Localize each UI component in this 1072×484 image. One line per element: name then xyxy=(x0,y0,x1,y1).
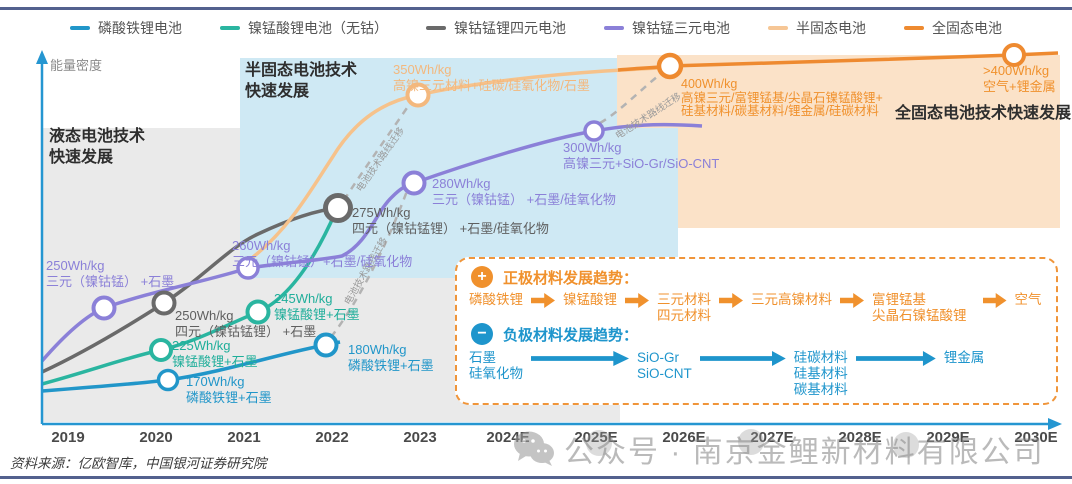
x-tick: 2021 xyxy=(227,429,261,446)
arrow-right-icon xyxy=(531,293,555,308)
annotation-400-solid: 400Wh/kg 高镍三元/富锂锰基/尖晶石镍锰酸锂+ 硅基材料/碳基材料/锂金… xyxy=(681,77,883,118)
annotation-280-ncm: 280Wh/kg 三元（镍钴锰） +石墨/硅氧化物 xyxy=(432,176,616,207)
x-tick: 2029E xyxy=(926,429,970,446)
annotation-400plus-solid: >400Wh/kg 空气+锂金属 xyxy=(983,63,1056,94)
phase-label-all-solid: 全固态电池技术快速发展 xyxy=(895,105,1072,122)
x-axis-ticks: 2019 2020 2021 2022 2023 2024E 2025E 202… xyxy=(24,429,1072,446)
arrow-right-icon xyxy=(840,293,864,308)
watermark-dot xyxy=(893,432,919,458)
legend-line-icon xyxy=(220,26,240,30)
legend-line-icon xyxy=(904,26,924,30)
x-tick: 2020 xyxy=(139,429,173,446)
annotation-225-lnmo: 225Wh/kg 镍锰酸锂+石墨 xyxy=(172,338,258,369)
anode-trend-header: − 负极材料发展趋势： xyxy=(471,323,638,345)
legend-line-icon xyxy=(70,26,90,30)
annotation-245-lnmo: 245Wh/kg 镍锰酸锂+石墨 xyxy=(274,291,360,322)
anode-step: 石墨 硅氧化物 xyxy=(469,350,523,381)
material-trend-box: + 正极材料发展趋势： 磷酸铁锂 镍锰酸锂 三元材料 四元材料 三元高镍材料 富… xyxy=(455,257,1058,405)
cathode-step: 镍锰酸锂 xyxy=(563,292,617,307)
legend-label: 镍钴锰锂四元电池 xyxy=(454,20,566,36)
cathode-step: 三元高镍材料 xyxy=(751,292,832,307)
annotation-350-semi: 350Wh/kg 高镍三元材料+硅碳/硅氧化物/石墨 xyxy=(393,62,590,93)
legend-label: 镍锰酸锂电池（无钴） xyxy=(248,20,388,36)
plus-icon: + xyxy=(471,266,493,288)
legend-item-ncm: 镍钴锰三元电池 xyxy=(604,18,730,38)
annotation-180-lfp: 180Wh/kg 磷酸铁锂+石墨 xyxy=(348,342,434,373)
data-markers xyxy=(91,43,1026,392)
cathode-step: 空气 xyxy=(1014,292,1042,307)
anode-step: 硅碳材料 硅基材料 碳基材料 xyxy=(793,350,848,397)
migration-dashed-lines xyxy=(330,72,663,338)
legend-label: 全固态电池 xyxy=(932,20,1002,36)
watermark: 公众号 · 南京金鲤新材料有限公司 xyxy=(512,427,1045,471)
watermark-text: 公众号 · 南京金鲤新材料有限公司 xyxy=(564,436,1045,469)
legend-item-all-solid: 全固态电池 xyxy=(904,18,1002,38)
legend-line-icon xyxy=(768,26,788,30)
legend-label: 半固态电池 xyxy=(796,20,866,36)
arrow-right-icon xyxy=(625,293,649,308)
wechat-icon xyxy=(514,431,554,466)
annotation-275-quad: 275Wh/kg 四元（镍钴锰锂） +石墨/硅氧化物 xyxy=(352,205,549,236)
cathode-flow: 磷酸铁锂 镍锰酸锂 三元材料 四元材料 三元高镍材料 富锂锰基 尖晶石镍锰酸锂 … xyxy=(469,292,1054,324)
x-tick: 2023 xyxy=(403,429,437,446)
x-tick: 2025E xyxy=(574,429,618,446)
source-note: 资料来源：亿欧智库，中国银河证券研究院 xyxy=(10,456,267,471)
annotation-250-ncm: 250Wh/kg 三元（镍钴锰） +石墨 xyxy=(46,258,175,289)
arrow-right-icon xyxy=(719,293,743,308)
x-tick: 2027E xyxy=(750,429,794,446)
annotation-170-lfp: 170Wh/kg 磷酸铁锂+石墨 xyxy=(186,374,272,405)
x-tick: 2026E xyxy=(662,429,706,446)
anode-step: SiO-Gr SiO-CNT xyxy=(637,350,692,381)
cathode-step: 富锂锰基 尖晶石镍锰酸锂 xyxy=(872,292,967,323)
cathode-trend-header: + 正极材料发展趋势： xyxy=(471,266,638,288)
top-rule xyxy=(0,7,1072,10)
arrow-right-icon xyxy=(855,351,936,366)
region-all-solid xyxy=(617,55,1060,228)
x-tick: 2030E xyxy=(1014,429,1058,446)
phase-label-liquid: 液态电池技术 快速发展 xyxy=(49,128,146,166)
cathode-trend-title: 正极材料发展趋势： xyxy=(503,269,639,287)
x-tick: 2019 xyxy=(51,429,85,446)
legend-label: 镍钴锰三元电池 xyxy=(632,20,730,36)
cathode-step: 三元材料 四元材料 xyxy=(657,292,711,323)
legend-item-semi-solid: 半固态电池 xyxy=(768,18,866,38)
legend-line-icon xyxy=(426,26,446,30)
legend-item-lfp: 磷酸铁锂电池 xyxy=(70,18,182,38)
anode-step: 锂金属 xyxy=(943,350,985,365)
legend-line-icon xyxy=(604,26,624,30)
arrow-right-icon xyxy=(699,351,786,366)
curve-all-solid xyxy=(617,51,1059,72)
axes xyxy=(36,50,1062,430)
anode-trend-title: 负极材料发展趋势： xyxy=(503,326,639,344)
x-tick: 2022 xyxy=(315,429,349,446)
legend-label: 磷酸铁锂电池 xyxy=(98,20,182,36)
x-tick: 2028E xyxy=(838,429,882,446)
annotation-260-ncm: 260Wh/kg 三元（镍钴锰）+石墨/硅氧化物 xyxy=(232,238,413,269)
curve-quaternary xyxy=(41,206,339,374)
legend-item-quaternary: 镍钴锰锂四元电池 xyxy=(426,18,566,38)
curve-lnmo xyxy=(41,210,338,386)
arrow-right-icon xyxy=(982,293,1007,308)
anode-flow: 石墨 硅氧化物 SiO-Gr SiO-CNT 硅碳材料 硅基材料 碳基材料 锂金… xyxy=(469,350,1054,398)
curve-semi-solid xyxy=(251,66,659,259)
watermark-dot xyxy=(586,430,612,456)
legend-item-lnmo: 镍锰酸锂电池（无钴） xyxy=(220,18,388,38)
phase-label-semi-solid: 半固态电池技术 快速发展 xyxy=(245,62,358,100)
arrow-right-icon xyxy=(531,351,629,366)
y-axis-label: 能量密度 xyxy=(50,58,103,73)
minus-icon: − xyxy=(471,323,493,345)
annotation-300-ncm: 300Wh/kg 高镍三元+SiO-Gr/SiO-CNT xyxy=(563,140,720,171)
annotation-250-quad: 250Wh/kg 四元（镍钴锰锂） +石墨 xyxy=(175,308,317,339)
bottom-rule xyxy=(0,476,1072,479)
legend: 磷酸铁锂电池 镍锰酸锂电池（无钴） 镍钴锰锂四元电池 镍钴锰三元电池 半固态电池… xyxy=(0,18,1072,38)
cathode-step: 磷酸铁锂 xyxy=(469,292,523,307)
watermark-dot xyxy=(738,429,764,455)
